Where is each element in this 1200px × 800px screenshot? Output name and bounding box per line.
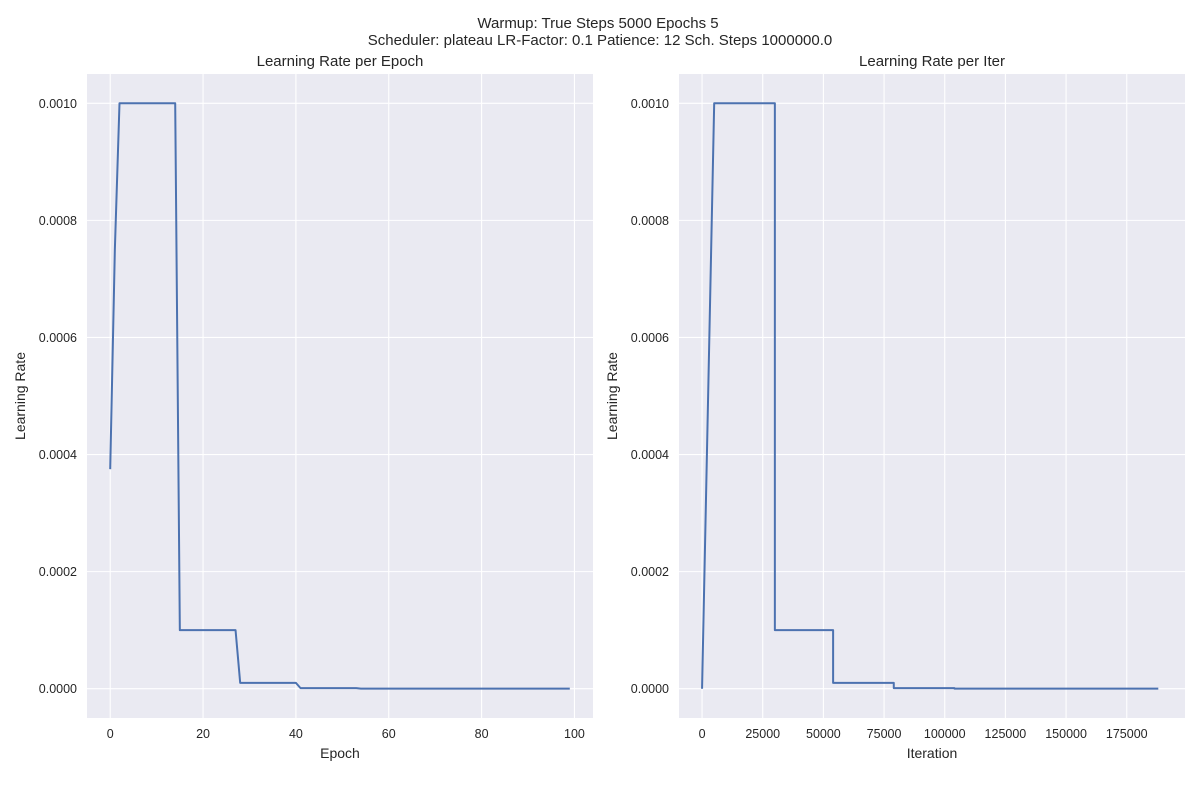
x-tick-label: 0 bbox=[107, 727, 114, 741]
y-tick-label: 0.0010 bbox=[39, 97, 77, 111]
lr-per-epoch-chart: 0 20 40 60 80 100 0.0000 0.0002 0.0004 0.0006 0.00… bbox=[12, 53, 593, 761]
lr-per-iter-chart: 0 25000 50000 75000 100000 125000 150000 175000… bbox=[604, 53, 1185, 761]
y-tick-label: 0.0008 bbox=[39, 214, 77, 228]
suptitle-line-2: Scheduler: plateau LR-Factor: 0.1 Patien… bbox=[368, 32, 832, 49]
series-line bbox=[109, 102, 570, 690]
y-tick-label: 0.0010 bbox=[631, 97, 669, 111]
x-tick-label: 80 bbox=[475, 727, 489, 741]
x-tick-label: 60 bbox=[382, 727, 396, 741]
x-tick-label: 20 bbox=[196, 727, 210, 741]
x-tick-label: 75000 bbox=[867, 727, 902, 741]
y-tick-label: 0.0006 bbox=[631, 331, 669, 345]
y-tick-label: 0.0006 bbox=[39, 331, 77, 345]
chart-title: Learning Rate per Epoch bbox=[257, 53, 424, 70]
x-axis-label: Epoch bbox=[320, 745, 360, 761]
y-tick-label: 0.0002 bbox=[631, 565, 669, 579]
suptitle-line-1: Warmup: True Steps 5000 Epochs 5 bbox=[477, 15, 718, 32]
x-tick-label: 25000 bbox=[745, 727, 780, 741]
x-tick-label: 100 bbox=[564, 727, 585, 741]
y-tick-label: 0.0008 bbox=[631, 214, 669, 228]
chart-title: Learning Rate per Iter bbox=[859, 53, 1005, 70]
x-tick-label: 0 bbox=[699, 727, 706, 741]
x-tick-label: 40 bbox=[289, 727, 303, 741]
y-tick-label: 0.0004 bbox=[631, 448, 669, 462]
y-tick-label: 0.0004 bbox=[39, 448, 77, 462]
y-tick-label: 0.0000 bbox=[631, 682, 669, 696]
plot-area bbox=[679, 74, 1185, 718]
plot-area bbox=[87, 74, 593, 718]
x-tick-label: 150000 bbox=[1045, 727, 1087, 741]
x-tick-label: 100000 bbox=[924, 727, 966, 741]
y-tick-label: 0.0000 bbox=[39, 682, 77, 696]
y-axis-label: Learning Rate bbox=[12, 352, 28, 440]
x-tick-label: 125000 bbox=[985, 727, 1027, 741]
series-line bbox=[701, 102, 1159, 690]
y-axis-label: Learning Rate bbox=[604, 352, 620, 440]
x-axis-label: Iteration bbox=[907, 745, 958, 761]
x-tick-label: 50000 bbox=[806, 727, 841, 741]
x-tick-label: 175000 bbox=[1106, 727, 1148, 741]
y-tick-label: 0.0002 bbox=[39, 565, 77, 579]
